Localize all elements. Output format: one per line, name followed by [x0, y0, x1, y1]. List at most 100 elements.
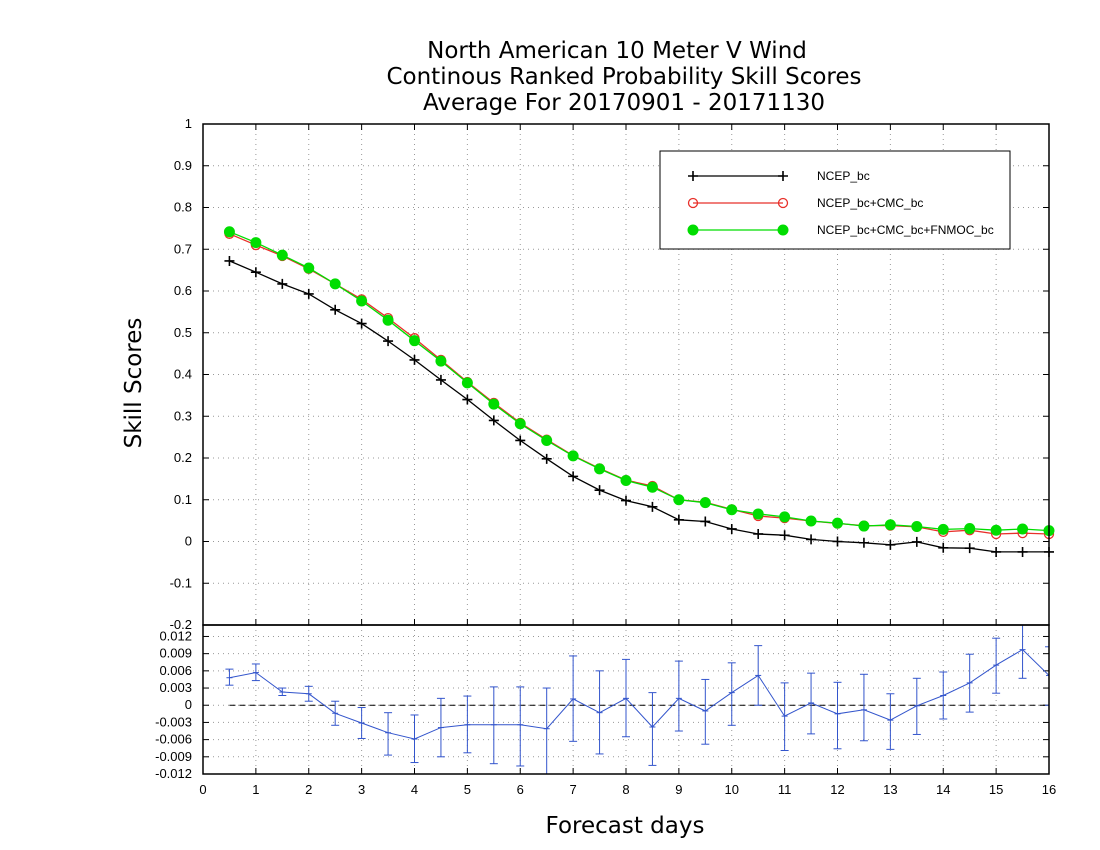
data-point	[409, 354, 420, 365]
data-point	[832, 517, 843, 529]
x-tick-label: 15	[989, 782, 1003, 797]
data-point	[805, 515, 817, 527]
data-point	[806, 534, 817, 545]
series-1	[224, 228, 1055, 540]
y-tick-label: 0.9	[174, 158, 192, 173]
data-point	[567, 450, 579, 462]
data-point	[514, 418, 526, 430]
data-point	[884, 519, 896, 531]
legend: NCEP_bc NCEP_bc+CMC_bc NCEP_bc+CMC_bc+FNMO…	[659, 150, 1011, 250]
y-tick-label: -0.009	[155, 749, 192, 764]
y-tick-label: 0.4	[174, 367, 192, 382]
series-2	[223, 226, 1055, 537]
data-point	[488, 398, 500, 410]
y-tick-label: 0.009	[159, 646, 192, 661]
data-point	[382, 314, 394, 326]
data-point	[673, 514, 684, 525]
x-tick-label: 5	[464, 782, 471, 797]
top-panel: -0.2 -0.1 0 0.1 0.2 0.3 0.4 0.5 0.6 0.7 0.8 0.9 1	[170, 116, 1055, 632]
data-point	[435, 355, 447, 367]
y-tick-label: 0.3	[174, 408, 192, 423]
series-0	[224, 255, 1054, 557]
data-point	[885, 539, 896, 550]
data-point	[594, 485, 605, 496]
data-point	[621, 495, 631, 506]
data-point	[515, 435, 526, 446]
data-point	[726, 504, 738, 516]
data-point	[832, 536, 843, 547]
series-line	[229, 231, 1050, 532]
data-point	[435, 374, 446, 385]
title-line-1: North American 10 Meter V Wind	[427, 38, 807, 64]
data-point	[964, 543, 975, 554]
data-point	[858, 520, 870, 532]
legend-entry-0: NCEP_bc	[688, 169, 870, 183]
x-tick-label: 4	[411, 782, 418, 797]
data-point	[568, 471, 579, 482]
data-point	[752, 508, 764, 520]
title-line-2: Continous Ranked Probability Skill Score…	[386, 64, 861, 90]
y-tick-label: 0.2	[174, 450, 192, 465]
data-point	[276, 249, 288, 261]
legend-marker	[777, 224, 789, 236]
data-point	[753, 528, 764, 539]
data-point	[541, 434, 553, 446]
bottom-panel: -0.012 -0.009 -0.006 -0.003 0 0.003 0.006 0.009…	[155, 625, 1056, 797]
y-tick-label: 0.003	[159, 680, 192, 695]
y-tick-label: 0.6	[174, 283, 192, 298]
legend-box	[659, 150, 1011, 250]
x-tick-label: 7	[570, 782, 577, 797]
series-line	[229, 260, 1049, 553]
data-point	[937, 523, 949, 535]
y-tick-label: -0.006	[155, 732, 192, 747]
data-point	[303, 288, 314, 299]
bottom-panel-frame	[202, 624, 1050, 775]
data-point	[779, 530, 790, 541]
legend-marker	[778, 171, 788, 181]
x-tick-label: 3	[358, 782, 365, 797]
data-point	[303, 262, 315, 274]
x-tick-label: 2	[305, 782, 312, 797]
legend-label: NCEP_bc+CMC_bc+FNMOC_bc	[817, 223, 994, 237]
data-point	[858, 537, 869, 548]
x-tick-label: 10	[725, 782, 739, 797]
y-tick-label: 0.006	[159, 663, 192, 678]
y-axis-label: Skill Scores	[121, 318, 147, 449]
data-point	[991, 546, 1002, 557]
x-axis-label: Forecast days	[546, 813, 705, 839]
data-point	[647, 501, 658, 512]
y-tick-label: 0	[185, 534, 192, 549]
data-point	[964, 523, 976, 535]
data-point	[911, 520, 923, 532]
data-point	[461, 377, 473, 389]
y-tick-label: 0.1	[174, 492, 192, 507]
x-tick-label: 13	[883, 782, 897, 797]
title-line-3: Average For 20170901 - 20171130	[423, 90, 825, 116]
y-tick-label: 0.8	[174, 200, 192, 215]
y-tick-label: -0.003	[155, 714, 192, 729]
x-tick-label: 1	[252, 782, 259, 797]
data-point	[223, 226, 235, 238]
data-point	[620, 475, 632, 487]
data-point	[356, 295, 368, 307]
legend-label: NCEP_bc+CMC_bc	[817, 196, 923, 210]
y-tick-label: 1	[185, 116, 192, 131]
x-tick-label: 12	[830, 782, 844, 797]
data-point	[938, 542, 949, 553]
data-point	[224, 255, 235, 266]
x-tick-label: 9	[675, 782, 682, 797]
y-tick-label: 0.012	[159, 628, 192, 643]
y-tick-label: -0.2	[170, 617, 192, 632]
y-tick-label: -0.1	[170, 575, 192, 590]
data-point	[462, 394, 473, 405]
data-point	[277, 278, 288, 289]
legend-marker	[688, 171, 698, 181]
data-point	[250, 237, 262, 249]
data-point	[1017, 546, 1028, 557]
x-tick-label: 0	[199, 782, 206, 797]
data-point	[488, 415, 499, 426]
x-tick-label: 14	[936, 782, 950, 797]
data-point	[541, 453, 552, 464]
legend-marker	[687, 224, 699, 236]
